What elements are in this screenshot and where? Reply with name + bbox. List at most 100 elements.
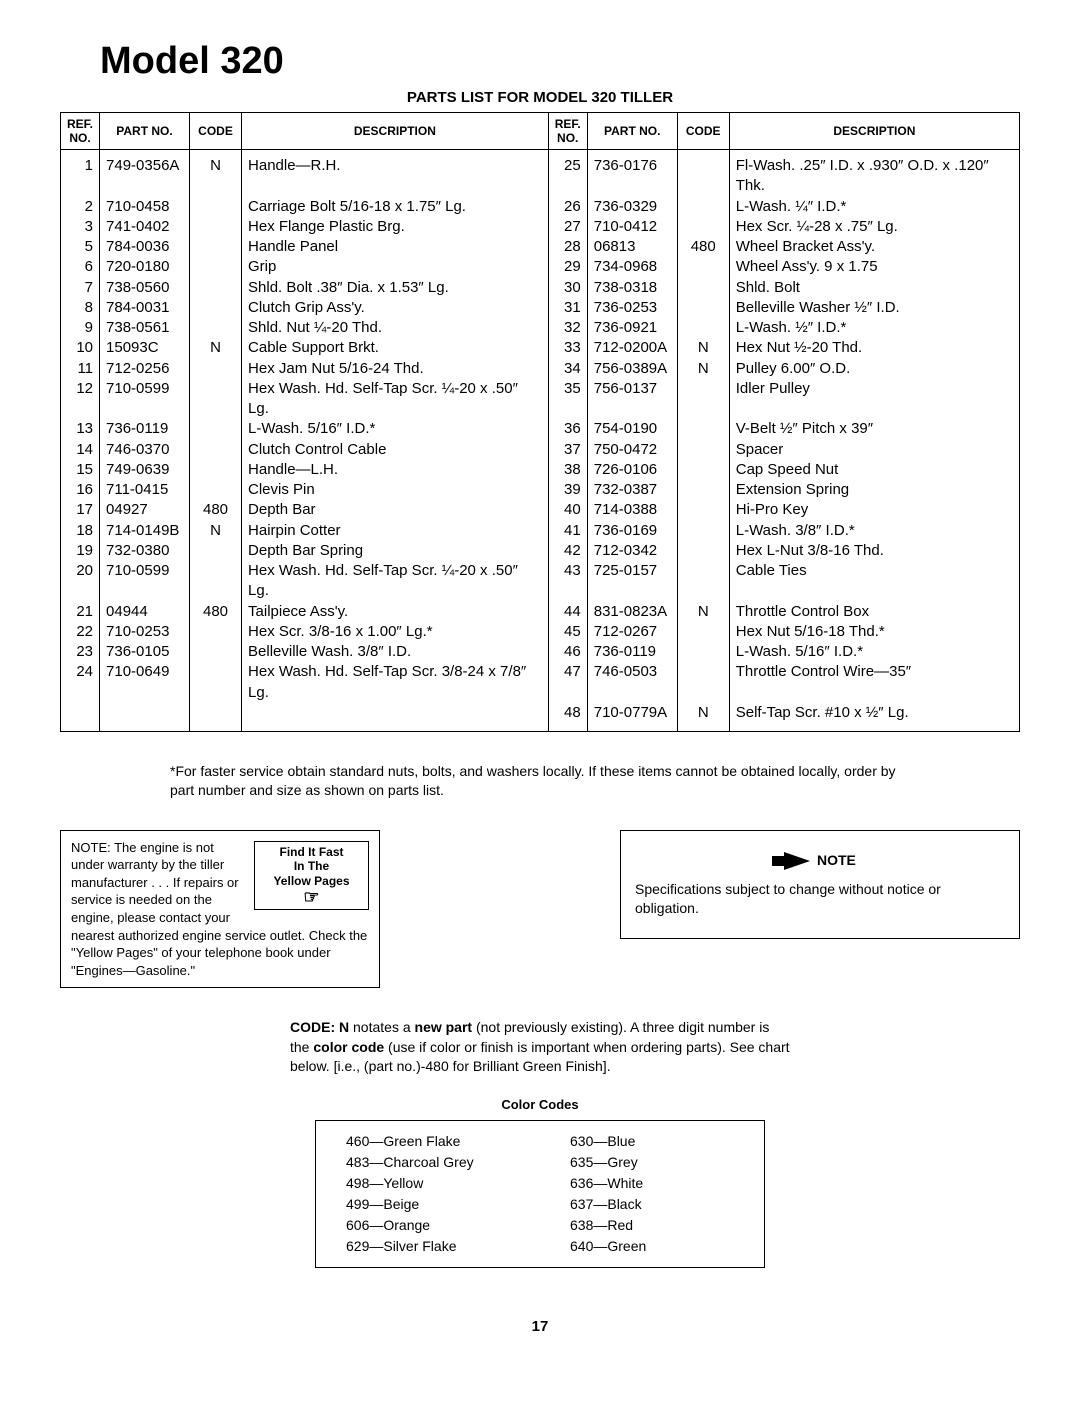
table-cell xyxy=(677,197,729,217)
table-cell: Grip xyxy=(242,257,549,277)
table-cell: 31 xyxy=(548,298,587,318)
table-cell: 736-0329 xyxy=(587,197,677,217)
table-cell xyxy=(190,622,242,642)
table-cell: 734-0968 xyxy=(587,257,677,277)
table-cell: V-Belt ½″ Pitch x 39″ xyxy=(729,419,1019,439)
table-cell xyxy=(190,440,242,460)
table-cell: 35 xyxy=(548,379,587,420)
table-cell: Hex L-Nut 3/8-16 Thd. xyxy=(729,541,1019,561)
table-cell: N xyxy=(190,150,242,197)
table-cell: 9 xyxy=(61,318,100,338)
table-cell: 736-0176 xyxy=(587,150,677,197)
table-cell xyxy=(677,561,729,602)
table-cell: Belleville Washer ½″ I.D. xyxy=(729,298,1019,318)
table-cell: 15093C xyxy=(100,338,190,358)
table-cell: Handle—R.H. xyxy=(242,150,549,197)
table-cell xyxy=(190,359,242,379)
table-cell xyxy=(677,379,729,420)
table-cell: Hex Scr. ¼-28 x .75″ Lg. xyxy=(729,217,1019,237)
table-cell: 711-0415 xyxy=(100,480,190,500)
table-cell: 20 xyxy=(61,561,100,602)
table-cell xyxy=(677,662,729,703)
table-cell: Depth Bar xyxy=(242,500,549,520)
table-cell: 738-0318 xyxy=(587,278,677,298)
table-cell: Hex Nut ½-20 Thd. xyxy=(729,338,1019,358)
table-cell xyxy=(677,500,729,520)
table-cell: 16 xyxy=(61,480,100,500)
spec-note-box: NOTE Specifications subject to change wi… xyxy=(620,830,1020,939)
table-cell: 29 xyxy=(548,257,587,277)
table-cell xyxy=(677,642,729,662)
table-cell: 784-0036 xyxy=(100,237,190,257)
table-cell: Hi-Pro Key xyxy=(729,500,1019,520)
table-cell: 480 xyxy=(190,500,242,520)
note-label: NOTE xyxy=(817,852,856,868)
table-cell: 741-0402 xyxy=(100,217,190,237)
table-cell: 10 xyxy=(61,338,100,358)
table-cell: 14 xyxy=(61,440,100,460)
table-cell: 45 xyxy=(548,622,587,642)
table-cell: 831-0823A xyxy=(587,602,677,622)
table-cell xyxy=(190,561,242,602)
table-cell xyxy=(190,298,242,318)
table-cell xyxy=(61,703,100,732)
table-cell: Spacer xyxy=(729,440,1019,460)
th-desc2: DESCRIPTION xyxy=(729,113,1019,150)
find-it-line3: Yellow Pages xyxy=(257,874,366,888)
table-cell: 746-0370 xyxy=(100,440,190,460)
table-cell: 712-0267 xyxy=(587,622,677,642)
table-cell xyxy=(677,460,729,480)
table-cell: 23 xyxy=(61,642,100,662)
table-cell: Hairpin Cotter xyxy=(242,521,549,541)
table-cell xyxy=(190,217,242,237)
table-cell: N xyxy=(677,359,729,379)
table-cell: 736-0105 xyxy=(100,642,190,662)
table-cell: 7 xyxy=(61,278,100,298)
table-cell: 732-0387 xyxy=(587,480,677,500)
table-cell: 25 xyxy=(548,150,587,197)
color-codes-title: Color Codes xyxy=(60,1097,1020,1112)
table-cell: 710-0599 xyxy=(100,379,190,420)
spec-note-text: Specifications subject to change without… xyxy=(635,880,1005,918)
table-cell xyxy=(190,278,242,298)
table-cell: 37 xyxy=(548,440,587,460)
table-cell: Fl-Wash. .25″ I.D. x .930″ O.D. x .120″ … xyxy=(729,150,1019,197)
table-cell: Wheel Ass'y. 9 x 1.75 xyxy=(729,257,1019,277)
table-cell: 749-0356A xyxy=(100,150,190,197)
find-it-fast-box: Find It Fast In The Yellow Pages ☞ xyxy=(254,841,369,910)
table-cell: Cable Support Brkt. xyxy=(242,338,549,358)
table-cell: 33 xyxy=(548,338,587,358)
table-cell: Extension Spring xyxy=(729,480,1019,500)
table-cell xyxy=(190,419,242,439)
table-cell: 1 xyxy=(61,150,100,197)
table-cell: Cap Speed Nut xyxy=(729,460,1019,480)
table-cell: 28 xyxy=(548,237,587,257)
table-cell: Hex Jam Nut 5/16-24 Thd. xyxy=(242,359,549,379)
table-cell: 714-0149B xyxy=(100,521,190,541)
th-part: PART NO. xyxy=(100,113,190,150)
table-cell: 738-0561 xyxy=(100,318,190,338)
table-cell xyxy=(677,541,729,561)
table-cell: 710-0458 xyxy=(100,197,190,217)
table-cell: 44 xyxy=(548,602,587,622)
table-cell: Clutch Control Cable xyxy=(242,440,549,460)
table-cell: 784-0031 xyxy=(100,298,190,318)
table-cell: 736-0921 xyxy=(587,318,677,338)
table-cell xyxy=(100,703,190,732)
table-cell: 754-0190 xyxy=(587,419,677,439)
table-cell: Handle Panel xyxy=(242,237,549,257)
table-cell xyxy=(190,541,242,561)
table-cell: 04944 xyxy=(100,602,190,622)
table-cell: 712-0200A xyxy=(587,338,677,358)
color-codes-right: 630—Blue635—Grey636—White637—Black638—Re… xyxy=(540,1120,765,1267)
table-cell xyxy=(190,318,242,338)
table-cell: Hex Flange Plastic Brg. xyxy=(242,217,549,237)
table-cell: 42 xyxy=(548,541,587,561)
table-cell: Shld. Bolt xyxy=(729,278,1019,298)
table-cell: 41 xyxy=(548,521,587,541)
table-cell: 710-0779A xyxy=(587,703,677,732)
table-cell: Clutch Grip Ass'y. xyxy=(242,298,549,318)
table-cell: 736-0253 xyxy=(587,298,677,318)
table-cell: 738-0560 xyxy=(100,278,190,298)
engine-note-box: Find It Fast In The Yellow Pages ☞ NOTE:… xyxy=(60,830,380,988)
